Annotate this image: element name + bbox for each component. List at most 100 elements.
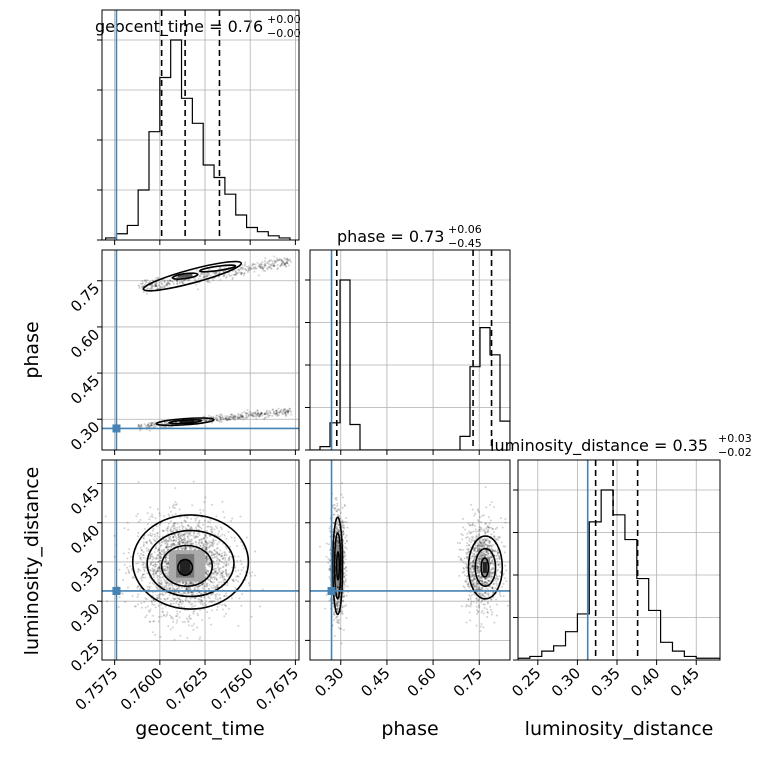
scatter-point [479,576,482,579]
scatter-point [497,563,500,566]
scatter-point [200,599,203,602]
scatter-point [144,279,147,282]
scatter-point [205,549,208,552]
scatter-point [176,282,179,285]
scatter-point [193,531,196,534]
scatter-point [226,419,229,422]
scatter-point [261,261,264,264]
scatter-point [251,571,254,574]
scatter-point [480,594,483,597]
scatter-point [241,414,244,417]
scatter-point [289,260,292,263]
scatter-point [186,637,189,640]
scatter-point [263,413,266,416]
scatter-point [271,262,274,265]
scatter-point [159,545,162,548]
scatter-point [488,541,491,544]
scatter-point [252,266,255,269]
scatter-point [228,607,231,610]
scatter-point [499,594,502,597]
scatter-point [202,537,205,540]
scatter-point [154,284,157,287]
scatter-point [471,571,474,574]
scatter-point [480,554,483,557]
scatter-point [224,578,227,581]
scatter-point [493,579,496,582]
scatter-point [504,521,507,524]
scatter-point [284,263,287,266]
scatter-point [156,554,159,557]
scatter-point [166,613,169,616]
scatter-point [142,576,145,579]
scatter-point [473,555,476,558]
scatter-point [480,528,483,531]
scatter-point [131,595,134,598]
scatter-point [156,594,159,597]
scatter-point [286,258,289,261]
scatter-point [216,557,219,560]
scatter-point [243,263,246,266]
scatter-point [240,271,243,274]
scatter-point [336,530,339,533]
scatter-point [283,262,286,265]
scatter-point [276,413,279,416]
scatter-point [166,572,169,575]
scatter-point [187,279,190,282]
scatter-point [341,519,344,522]
scatter-point [492,544,495,547]
scatter-point [142,566,145,569]
scatter-point [479,526,482,529]
scatter-point [324,607,327,610]
scatter-point [490,556,493,559]
scatter-point [169,535,172,538]
scatter-point [474,549,477,552]
scatter-point [461,534,464,537]
scatter-point [493,535,496,538]
scatter-point [220,572,223,575]
scatter-point [141,563,144,566]
scatter-point [345,604,348,607]
scatter-point [197,584,200,587]
scatter-point [336,604,339,607]
scatter-point [491,586,494,589]
scatter-point [282,409,285,412]
scatter-point [172,535,175,538]
xtick-label: 0.7625 [162,664,212,714]
scatter-point [182,538,185,541]
scatter-point [286,408,289,411]
scatter-point [238,416,241,419]
scatter-point [140,579,143,582]
scatter-point [179,546,182,549]
scatter-point [162,286,165,289]
scatter-point [192,612,195,615]
scatter-point [205,559,208,562]
scatter-point [234,415,237,418]
scatter-point [223,577,226,580]
scatter-point [186,588,189,591]
scatter-point [207,273,210,276]
scatter-point [185,588,188,591]
scatter-point [166,611,169,614]
scatter-point [269,412,272,415]
scatter-point [336,539,339,542]
scatter-point [162,575,165,578]
xlabel-phase: phase [381,718,438,740]
scatter-point [469,532,472,535]
scatter-point [210,581,213,584]
scatter-point [477,533,480,536]
histogram-step [310,279,510,450]
scatter-point [336,599,339,602]
scatter-point [205,571,208,574]
scatter-point [480,623,483,626]
scatter-point [218,415,221,418]
scatter-point [155,285,158,288]
scatter-point [185,586,188,589]
scatter-point [156,531,159,534]
scatter-point [246,408,249,411]
scatter-point [232,415,235,418]
scatter-point [224,559,227,562]
truth-point [112,424,121,433]
scatter-point [336,538,339,541]
scatter-point [165,559,168,562]
scatter-point [482,545,485,548]
